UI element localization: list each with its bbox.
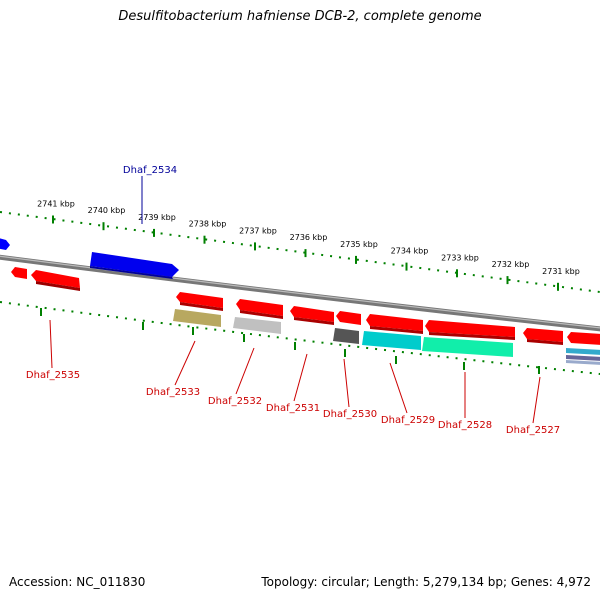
gene-label[interactable]: Dhaf_2532 — [208, 396, 262, 407]
outer-tick-ring — [0, 211, 600, 293]
gene-dhaf-2527[interactable] — [523, 328, 563, 342]
gene-dhaf-2535-shade — [36, 281, 80, 291]
outer-major-ticks — [52, 215, 559, 291]
gene-dhaf-2532-domain[interactable] — [233, 317, 281, 334]
kbp-label: 2732 kbp — [492, 260, 530, 269]
gene-dhaf-2526-edge[interactable] — [567, 332, 600, 345]
kbp-label: 2736 kbp — [290, 233, 328, 242]
reverse-genes — [11, 267, 600, 365]
gene-label[interactable]: Dhaf_2530 — [323, 409, 377, 420]
gene-dhaf-2529-domain[interactable] — [362, 331, 421, 350]
gene-dhaf-2529-shade — [370, 326, 423, 334]
genome-backbone-highlight — [0, 255, 600, 329]
gene-forward-edge[interactable] — [0, 237, 10, 250]
gene-label[interactable]: Dhaf_2531 — [266, 403, 320, 414]
map-title: Desulfitobacterium hafniense DCB-2, comp… — [118, 9, 482, 24]
gene-dhaf-2533[interactable] — [176, 292, 223, 308]
inner-major-ticks — [40, 308, 540, 374]
gene-dhaf-2526-domain-1 — [566, 348, 600, 355]
forward-genes — [0, 237, 179, 279]
gene-dhaf-2534[interactable] — [90, 252, 179, 277]
kbp-label: 2741 kbp — [37, 200, 75, 209]
label-leaders — [49, 176, 541, 424]
gene-dhaf-2531-shade — [294, 317, 334, 325]
gene-label[interactable]: Dhaf_2528 — [438, 420, 492, 431]
kbp-label: 2733 kbp — [441, 253, 479, 262]
gene-dhaf-2533-domain[interactable] — [173, 309, 221, 327]
gene-label[interactable]: Dhaf_2529 — [381, 415, 435, 426]
genome-backbone — [0, 254, 600, 332]
gene-labels: Dhaf_2534 Dhaf_2535 Dhaf_2533 Dhaf_2532 … — [26, 165, 560, 436]
genome-summary-text: Topology: circular; Length: 5,279,134 bp… — [261, 575, 591, 589]
gene-label[interactable]: Dhaf_2527 — [506, 425, 560, 436]
gene-dhaf-2528-domain[interactable] — [422, 337, 513, 357]
gene-label[interactable]: Dhaf_2534 — [123, 165, 177, 176]
gene-dhaf-2526-domain-2 — [566, 355, 600, 361]
kbp-labels: 2741 kbp 2740 kbp 2739 kbp 2738 kbp 2737 kbp… — [37, 200, 580, 276]
gene-dhaf-2535-small[interactable] — [11, 267, 27, 279]
gene-dhaf-2534-shade — [90, 266, 173, 279]
gene-label[interactable]: Dhaf_2533 — [146, 387, 200, 398]
kbp-label: 2731 kbp — [542, 267, 580, 276]
kbp-label: 2735 kbp — [340, 240, 378, 249]
gene-dhaf-2535[interactable] — [31, 270, 80, 288]
kbp-label: 2734 kbp — [391, 247, 429, 256]
gene-dhaf-2533-shade — [180, 302, 223, 311]
gene-dhaf-2530[interactable] — [336, 311, 361, 325]
kbp-label: 2738 kbp — [189, 220, 227, 229]
gene-dhaf-2532-shade — [240, 310, 283, 319]
kbp-label: 2739 kbp — [138, 213, 176, 222]
gene-dhaf-2532[interactable] — [236, 299, 283, 316]
gene-dhaf-2527-shade — [527, 339, 563, 345]
accession-text: Accession: NC_011830 — [9, 575, 146, 589]
gene-dhaf-2526-domain-3 — [566, 360, 600, 365]
gene-dhaf-2530-domain[interactable] — [333, 328, 359, 344]
gene-dhaf-2528-shade — [429, 332, 515, 340]
kbp-label: 2740 kbp — [88, 206, 126, 215]
gene-dhaf-2529[interactable] — [366, 314, 423, 331]
kbp-label: 2737 kbp — [239, 226, 277, 235]
gene-label[interactable]: Dhaf_2535 — [26, 370, 80, 381]
gene-dhaf-2528[interactable] — [425, 320, 515, 337]
gene-dhaf-2531[interactable] — [290, 306, 334, 322]
